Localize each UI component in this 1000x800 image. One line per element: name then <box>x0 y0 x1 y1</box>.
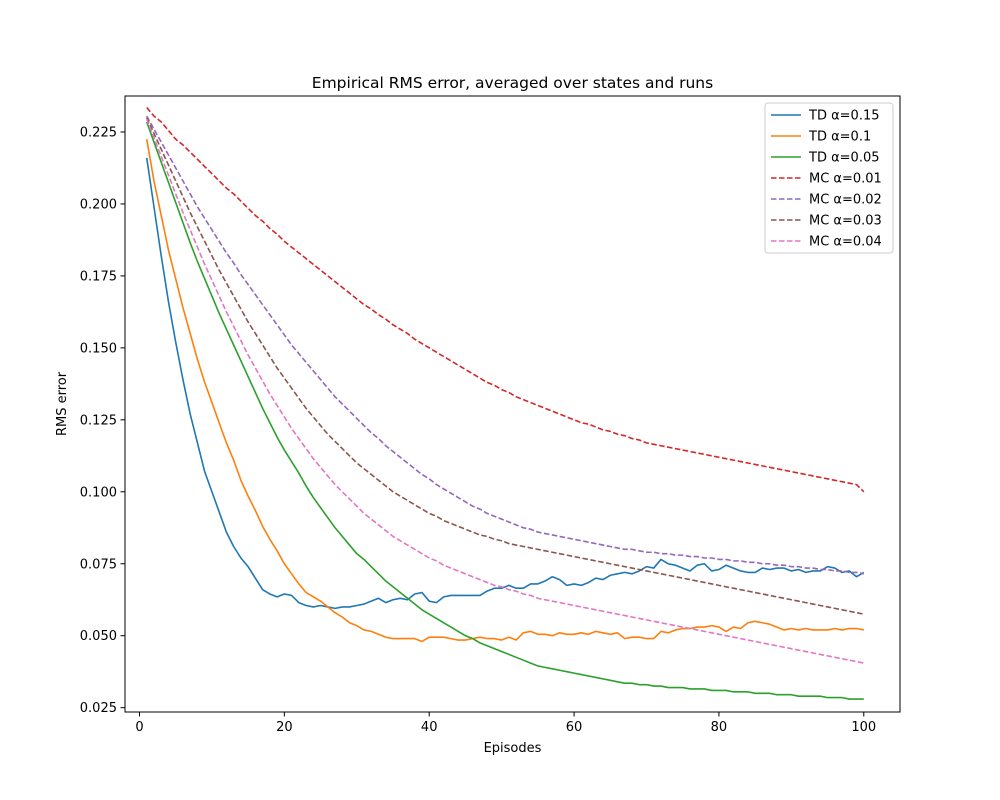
legend-entry-label: TD α=0.05 <box>808 151 880 166</box>
series-line-5 <box>146 115 864 575</box>
y-tick-label: 0.075 <box>80 557 117 572</box>
y-axis-label: RMS error <box>55 371 70 436</box>
x-tick-label: 20 <box>276 720 293 735</box>
y-tick-label: 0.100 <box>80 485 117 500</box>
legend-box <box>764 102 894 254</box>
x-tick-label: 80 <box>711 720 728 735</box>
y-axis: 0.025 0.050 0.075 0.100 0.125 0.150 0.175 0.200… <box>80 125 125 716</box>
plot-series-group <box>145 106 865 700</box>
legend-entry-label: TD α=0.15 <box>808 109 880 124</box>
x-tick-label: 40 <box>421 720 438 735</box>
series-line-3 <box>145 121 864 700</box>
x-tick-label: 60 <box>566 720 583 735</box>
legend-entry-label: TD α=0.1 <box>808 130 871 145</box>
legend: TD α=0.15 TD α=0.1 TD α=0.05 MC α=0.01 MC α=… <box>764 102 894 254</box>
y-tick-label: 0.150 <box>80 341 117 356</box>
series-line-7 <box>145 118 864 664</box>
y-tick-label: 0.175 <box>80 269 117 284</box>
y-tick-label: 0.225 <box>80 125 117 140</box>
x-tick-label: 0 <box>135 720 143 735</box>
series-line-1 <box>145 157 865 610</box>
y-tick-label: 0.125 <box>80 413 117 428</box>
series-line-4 <box>146 106 865 493</box>
y-tick-label: 0.025 <box>80 701 117 716</box>
y-tick-label: 0.200 <box>80 197 117 212</box>
x-axis: 0 20 40 60 80 100 <box>135 712 876 735</box>
series-line-6 <box>146 117 864 615</box>
legend-entry-label: MC α=0.02 <box>809 193 882 208</box>
legend-entry-label: MC α=0.04 <box>809 235 882 250</box>
x-axis-label: Episodes <box>484 741 542 756</box>
plot-frame <box>124 95 901 713</box>
legend-entry-label: MC α=0.03 <box>809 214 882 229</box>
series-line-2 <box>145 139 864 643</box>
legend-entry-label: MC α=0.01 <box>809 172 882 187</box>
y-tick-label: 0.050 <box>80 629 117 644</box>
chart-title: Empirical RMS error, averaged over state… <box>312 74 713 92</box>
x-tick-label: 100 <box>851 720 876 735</box>
